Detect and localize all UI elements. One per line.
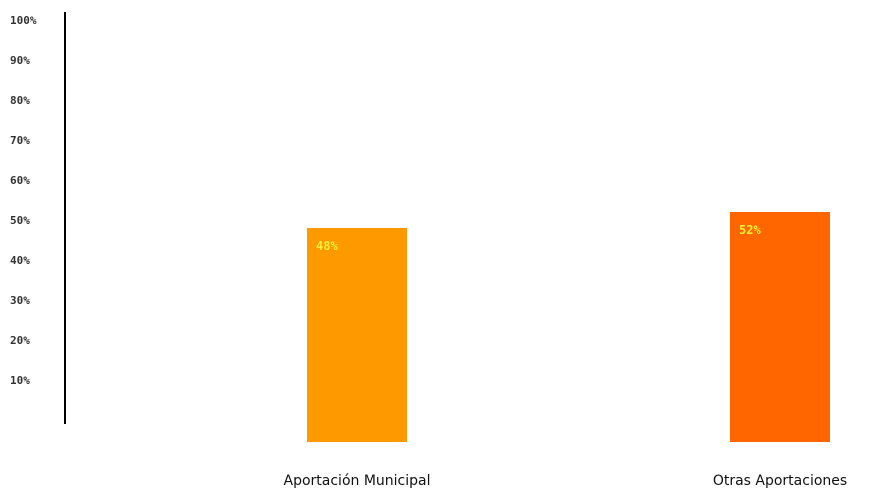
y-tick-label: 50% (10, 214, 30, 227)
data-label: 52% (739, 223, 761, 237)
y-tick-label: 30% (10, 294, 30, 307)
y-tick-label: 70% (10, 134, 30, 147)
bars-group (307, 212, 830, 442)
y-tick-label: 10% (10, 374, 30, 387)
y-tick-label: 90% (10, 54, 30, 67)
y-tick-label: 40% (10, 254, 30, 267)
category-label: Aportación Municipal (284, 473, 431, 489)
y-tick-label: 80% (10, 94, 30, 107)
y-axis-ticks: 10% 20% 30% 40% 50% 60% 70% 80% 90% 100% (10, 14, 37, 387)
bar-otras-aportaciones (730, 212, 830, 442)
y-tick-label: 60% (10, 174, 30, 187)
y-tick-label: 100% (10, 14, 37, 27)
category-labels-group: Aportación Municipal Otras Aportaciones (284, 473, 848, 489)
bar-aportacion-municipal (307, 228, 407, 442)
y-tick-label: 20% (10, 334, 30, 347)
data-labels-group: 48% 52% (316, 223, 761, 253)
data-label: 48% (316, 239, 338, 253)
category-label: Otras Aportaciones (713, 473, 847, 489)
